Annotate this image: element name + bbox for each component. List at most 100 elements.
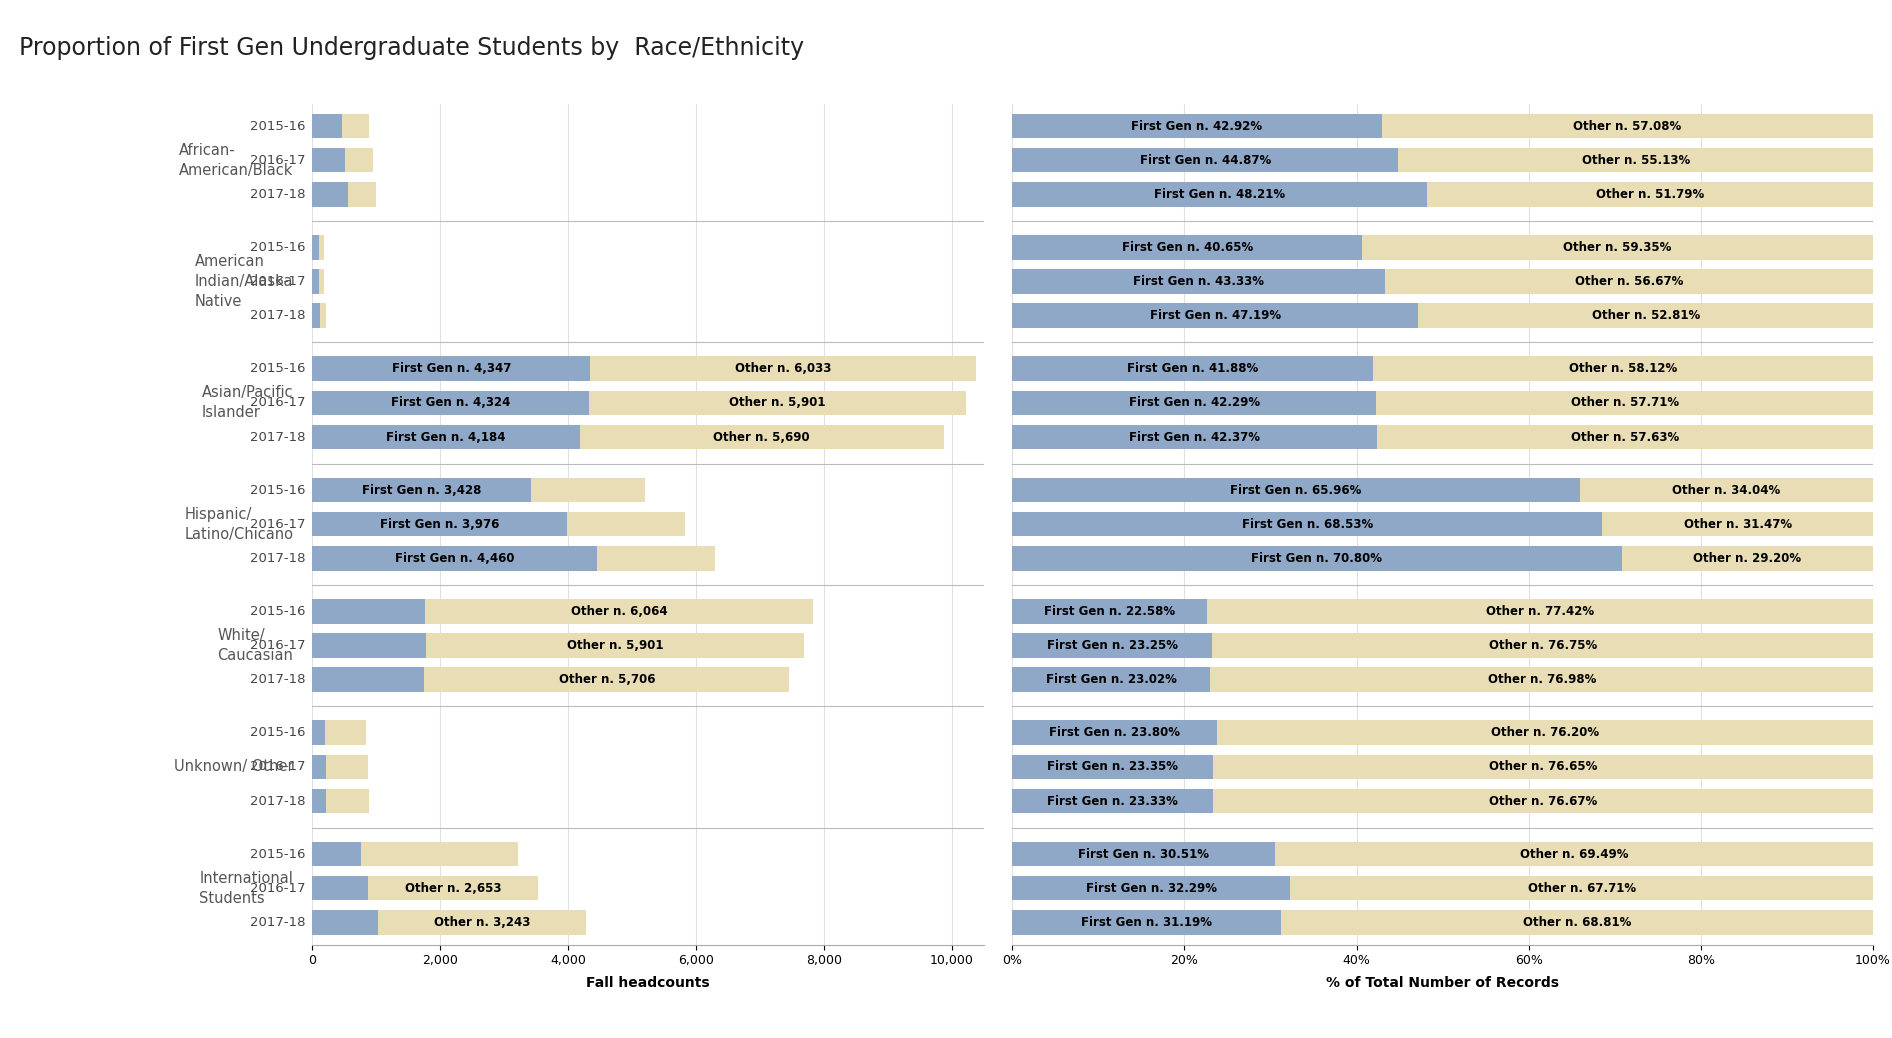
Text: Other n. 77.42%: Other n. 77.42% xyxy=(1485,605,1593,618)
Text: Other n. 59.35%: Other n. 59.35% xyxy=(1563,241,1673,254)
Bar xyxy=(1012,512,1603,537)
Bar xyxy=(424,667,789,692)
Bar xyxy=(312,425,579,449)
Bar xyxy=(312,303,320,328)
Text: Other n. 67.71%: Other n. 67.71% xyxy=(1527,881,1637,895)
Text: 2017-18: 2017-18 xyxy=(250,309,307,322)
Bar xyxy=(1012,182,1427,207)
Bar xyxy=(426,633,804,658)
Bar xyxy=(318,235,324,260)
Bar xyxy=(1012,356,1374,381)
Bar xyxy=(579,425,944,449)
Text: First Gen n. 44.87%: First Gen n. 44.87% xyxy=(1139,154,1271,167)
Text: First Gen n. 3,428: First Gen n. 3,428 xyxy=(361,484,481,496)
Bar xyxy=(1012,599,1207,624)
Text: First Gen n. 22.58%: First Gen n. 22.58% xyxy=(1044,605,1175,618)
Bar xyxy=(325,789,369,814)
Bar xyxy=(312,182,348,207)
Bar xyxy=(1213,633,1873,658)
Text: First Gen n. 3,976: First Gen n. 3,976 xyxy=(380,518,499,530)
Text: First Gen n. 23.02%: First Gen n. 23.02% xyxy=(1046,674,1177,686)
Text: 2017-18: 2017-18 xyxy=(250,431,307,443)
Text: African-
American/Black: African- American/Black xyxy=(180,143,293,177)
Bar xyxy=(566,512,685,537)
Bar xyxy=(598,546,715,571)
Text: 2016-17: 2016-17 xyxy=(250,881,307,895)
Bar xyxy=(590,356,976,381)
Text: 2017-18: 2017-18 xyxy=(250,916,307,929)
Text: 2016-17: 2016-17 xyxy=(250,639,307,652)
Bar xyxy=(1211,667,1873,692)
Text: Other n. 76.65%: Other n. 76.65% xyxy=(1489,761,1597,773)
Text: Other n. 29.20%: Other n. 29.20% xyxy=(1693,552,1801,565)
Bar xyxy=(1012,876,1290,901)
Bar xyxy=(312,876,369,901)
Bar xyxy=(320,269,324,294)
Bar xyxy=(1362,235,1873,260)
Text: First Gen n. 41.88%: First Gen n. 41.88% xyxy=(1128,362,1258,375)
Bar xyxy=(1012,720,1217,745)
Bar xyxy=(312,755,325,780)
Bar xyxy=(1012,789,1213,814)
Bar xyxy=(1012,546,1621,571)
Text: Other n. 3,243: Other n. 3,243 xyxy=(433,916,530,929)
Text: White/
Caucasian: White/ Caucasian xyxy=(218,628,293,663)
Bar xyxy=(361,842,518,867)
Text: 2016-17: 2016-17 xyxy=(250,154,307,167)
Text: Other n. 5,901: Other n. 5,901 xyxy=(728,397,825,409)
Text: First Gen n. 48.21%: First Gen n. 48.21% xyxy=(1154,188,1285,201)
Bar xyxy=(1217,720,1873,745)
Bar xyxy=(1012,235,1362,260)
Bar xyxy=(312,789,325,814)
Bar xyxy=(312,356,590,381)
Text: Other n. 2,653: Other n. 2,653 xyxy=(405,881,501,895)
Text: Other n. 76.98%: Other n. 76.98% xyxy=(1487,674,1597,686)
Bar xyxy=(1275,842,1873,867)
Bar xyxy=(344,147,373,172)
Text: Other n. 31.47%: Other n. 31.47% xyxy=(1684,518,1792,530)
Bar xyxy=(312,599,426,624)
Bar xyxy=(1012,390,1375,415)
Bar xyxy=(312,667,424,692)
Text: 2017-18: 2017-18 xyxy=(250,794,307,808)
Text: First Gen n. 42.92%: First Gen n. 42.92% xyxy=(1131,119,1262,133)
Text: First Gen n. 32.29%: First Gen n. 32.29% xyxy=(1086,881,1217,895)
Bar xyxy=(312,512,566,537)
Bar xyxy=(1213,755,1873,780)
Bar xyxy=(1419,303,1873,328)
X-axis label: Fall headcounts: Fall headcounts xyxy=(587,976,710,989)
Bar xyxy=(532,477,645,502)
Bar xyxy=(1427,182,1873,207)
Bar xyxy=(312,477,532,502)
Bar xyxy=(369,876,537,901)
Text: 2017-18: 2017-18 xyxy=(250,552,307,565)
Text: Other n. 69.49%: Other n. 69.49% xyxy=(1519,847,1629,861)
Bar xyxy=(312,114,342,138)
Bar xyxy=(342,114,369,138)
Bar xyxy=(312,842,361,867)
Bar xyxy=(588,390,967,415)
Bar xyxy=(1012,425,1377,449)
Bar xyxy=(325,755,369,780)
Bar xyxy=(1012,303,1419,328)
Text: Other n. 51.79%: Other n. 51.79% xyxy=(1597,188,1705,201)
Text: Other n. 57.63%: Other n. 57.63% xyxy=(1570,431,1678,443)
Text: First Gen n. 42.37%: First Gen n. 42.37% xyxy=(1130,431,1260,443)
Bar xyxy=(1580,477,1873,502)
Text: 2016-17: 2016-17 xyxy=(250,275,307,288)
Bar xyxy=(325,720,367,745)
Text: Other n. 57.71%: Other n. 57.71% xyxy=(1570,397,1678,409)
Text: Other n. 6,033: Other n. 6,033 xyxy=(734,362,831,375)
Text: American
Indian/Alaska
Native: American Indian/Alaska Native xyxy=(195,254,293,309)
Text: 2015-16: 2015-16 xyxy=(250,847,307,861)
Bar xyxy=(1012,842,1275,867)
Bar xyxy=(1012,633,1213,658)
Text: 2016-17: 2016-17 xyxy=(250,518,307,530)
Bar xyxy=(1012,269,1385,294)
Text: 2017-18: 2017-18 xyxy=(250,188,307,201)
Text: First Gen n. 4,460: First Gen n. 4,460 xyxy=(395,552,515,565)
Text: Other n. 58.12%: Other n. 58.12% xyxy=(1568,362,1676,375)
Text: Other n. 68.81%: Other n. 68.81% xyxy=(1523,916,1631,929)
Text: Other n. 55.13%: Other n. 55.13% xyxy=(1582,154,1690,167)
Text: First Gen n. 40.65%: First Gen n. 40.65% xyxy=(1122,241,1253,254)
